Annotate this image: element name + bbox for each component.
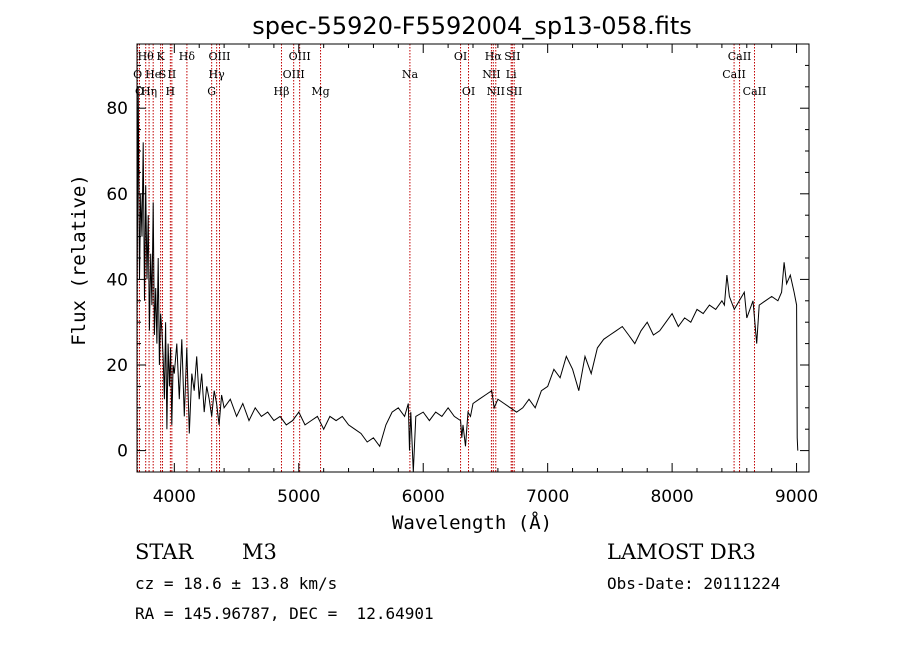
object-class: STAR	[135, 540, 194, 564]
line-marker-label: Hδ	[179, 50, 196, 63]
survey-name: LAMOST DR3	[607, 540, 756, 564]
y-tick-label: 40	[106, 270, 128, 290]
line-marker-label: Hθ	[138, 50, 155, 63]
coordinates: RA = 145.96787, DEC = 12.64901	[135, 604, 434, 623]
line-marker-label: G	[207, 85, 216, 98]
line-marker-label: OIII	[283, 68, 305, 81]
object-subclass: M3	[242, 540, 277, 564]
line-marker-label: NII	[482, 68, 500, 81]
plot-frame	[136, 43, 810, 473]
y-tick-label: 80	[106, 99, 128, 119]
line-marker-label: SII	[504, 50, 520, 63]
line-marker-label: SII	[506, 85, 522, 98]
spectrum-line	[136, 86, 799, 473]
redshift-readout: cz = 18.6 ± 13.8 km/s	[135, 574, 338, 593]
x-tick-label: 8000	[650, 487, 693, 507]
line-marker-label: Hα	[485, 50, 503, 63]
line-marker-label: OIII	[208, 50, 230, 63]
line-marker-label: Hη	[141, 85, 157, 98]
line-marker-label: NII	[487, 85, 505, 98]
line-marker-label: Na	[402, 68, 419, 81]
x-axis-ticks: 4000 5000 6000 7000 8000 9000	[153, 44, 818, 507]
line-marker-label: O	[133, 68, 142, 81]
line-marker-label: O	[135, 85, 144, 98]
line-marker-label: CaII	[722, 68, 746, 81]
line-marker-label: CaII	[743, 85, 767, 98]
line-marker-label: He	[145, 68, 161, 81]
x-tick-label: 9000	[775, 487, 818, 507]
line-marker-label: S	[159, 68, 167, 81]
y-tick-label: 0	[117, 442, 128, 462]
x-axis-label: Wavelength (Å)	[392, 511, 552, 534]
line-marker-label: K	[157, 50, 166, 63]
y-axis-label: Flux (relative)	[68, 174, 90, 346]
x-tick-label: 4000	[153, 487, 196, 507]
y-axis-ticks: 0 20 40 60 80	[106, 64, 809, 462]
y-tick-label: 60	[106, 185, 128, 205]
x-tick-label: 7000	[526, 487, 569, 507]
y-tick-label: 20	[106, 356, 128, 376]
line-marker-label: II	[167, 68, 176, 81]
line-marker-label: CaII	[728, 50, 752, 63]
line-marker-label: OIII	[289, 50, 311, 63]
line-marker-label: OI	[462, 85, 475, 98]
line-marker-label: Hγ	[209, 68, 226, 81]
line-marker-label: Li	[506, 68, 517, 81]
line-marker-label: Mg	[311, 85, 329, 98]
x-tick-label: 5000	[277, 487, 320, 507]
chart-title: spec-55920-F5592004_sp13-058.fits	[252, 12, 691, 40]
obs-date: Obs-Date: 20111224	[607, 574, 781, 593]
line-marker-label: H	[166, 85, 176, 98]
line-marker-label: Hβ	[274, 85, 290, 98]
spectral-line-markers	[137, 44, 755, 472]
x-tick-label: 6000	[402, 487, 445, 507]
line-marker-label: OI	[454, 50, 467, 63]
